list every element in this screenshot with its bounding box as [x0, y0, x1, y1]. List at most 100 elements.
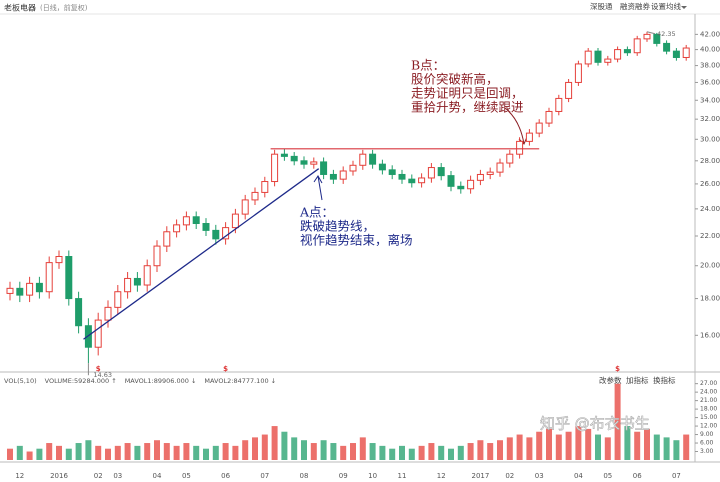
y-tick-label: 9.00: [700, 431, 714, 438]
volume-bar: [359, 437, 366, 460]
y-tick-label: 34.00: [700, 96, 720, 104]
candle-body: [16, 287, 24, 296]
volume-bar: [212, 445, 219, 460]
tool-button[interactable]: 融资融券: [620, 1, 650, 11]
volume-bar: [663, 437, 670, 460]
volume-bar: [154, 440, 160, 460]
volume-bar: [399, 445, 405, 460]
volume-bar: [291, 437, 298, 460]
y-tick-label: 32.00: [700, 115, 720, 123]
volume-bar: [281, 431, 288, 460]
volume-bar: [487, 443, 494, 460]
dividend-mark: $: [615, 365, 620, 373]
candle-body: [574, 63, 582, 83]
candle-body: [525, 132, 533, 142]
volume-bar: [193, 445, 200, 460]
candle-body: [388, 169, 396, 175]
candle-body: [378, 163, 386, 171]
tool-button[interactable]: 深股通: [590, 1, 613, 11]
candle-body: [437, 167, 445, 177]
volume-bar: [242, 440, 249, 460]
y-tick-label: 22.00: [700, 232, 720, 240]
x-tick-label: 04: [153, 472, 162, 480]
candle-body: [290, 155, 298, 162]
volume-bar: [114, 445, 121, 460]
y-tick-label: 21.00: [700, 397, 717, 404]
y-tick-label: 24.00: [700, 389, 717, 396]
candle-body: [320, 161, 328, 175]
volume-bar: [7, 448, 13, 460]
candle-body: [6, 287, 14, 294]
tool-button[interactable]: 改参数: [599, 375, 622, 385]
candle-body: [476, 173, 484, 181]
candle-body: [545, 110, 553, 124]
note-line: 视作趋势结束，离场: [300, 233, 413, 248]
volume-bar: [16, 445, 23, 460]
x-tick-label: 03: [113, 472, 122, 480]
volume-bar: [105, 448, 111, 460]
y-tick-label: 42.00: [700, 30, 720, 38]
volume-bar: [232, 445, 239, 460]
candle-body: [457, 185, 465, 190]
candle-body: [114, 291, 122, 308]
candle-body: [271, 153, 279, 183]
volume-bar: [350, 443, 356, 460]
volume-bar: [271, 426, 278, 460]
candle-body: [261, 181, 269, 193]
candle-body: [26, 282, 34, 296]
candle-body: [408, 178, 416, 184]
volume-bar: [389, 448, 396, 460]
candle-body: [124, 277, 132, 293]
x-tick-label: 02: [505, 472, 514, 480]
volume-bar: [467, 443, 474, 460]
candle-body: [604, 58, 612, 63]
volume-bar: [614, 383, 621, 460]
volume-bar: [428, 443, 435, 460]
candle-body: [418, 177, 426, 184]
x-tick-label: 06: [633, 472, 642, 480]
volume-legend: MAVOL1:89906.000 ↓: [125, 377, 197, 385]
candle-body: [663, 42, 671, 52]
volume-bar: [46, 443, 53, 460]
note-title: A点：: [299, 205, 334, 220]
candle-body: [65, 256, 73, 300]
tool-button[interactable]: 换指标: [653, 375, 676, 385]
volume-bar: [565, 431, 572, 460]
volume-bar: [301, 440, 307, 460]
y-tick-label: 16.00: [700, 331, 720, 339]
candle-body: [516, 140, 524, 155]
volume-bar: [252, 437, 258, 460]
y-tick-label: 36.00: [700, 78, 720, 86]
chart-mode: (日线，前复权): [40, 3, 88, 12]
y-tick-label: 12.00: [700, 423, 717, 430]
x-tick-label: 06: [221, 472, 230, 480]
candle-body: [614, 49, 622, 60]
y-tick-label: 15.00: [700, 414, 717, 421]
candle-body: [682, 47, 690, 58]
x-tick-label: 2016: [50, 472, 68, 480]
x-tick-label: 09: [339, 472, 348, 480]
x-tick-label: 12: [15, 472, 24, 480]
y-tick-label: 20.00: [700, 262, 720, 270]
candle-body: [202, 223, 210, 231]
candle-body: [212, 229, 220, 240]
candle-body: [623, 49, 631, 54]
x-tick-label: 05: [603, 472, 612, 480]
candle-body: [94, 319, 102, 348]
tool-button[interactable]: 设置均线: [651, 1, 681, 11]
volume-bar: [144, 443, 151, 460]
volume-bar: [379, 445, 386, 460]
stock-name: 老板电器: [4, 3, 36, 13]
tool-button[interactable]: 加指标: [626, 375, 649, 385]
y-tick-label: 27.00: [700, 380, 717, 387]
note-title: B点：: [411, 58, 445, 73]
volume-bar: [585, 428, 592, 460]
volume-bar: [683, 434, 690, 460]
x-tick-label: 11: [398, 472, 407, 480]
volume-bar: [124, 443, 131, 460]
volume-bar: [546, 428, 552, 460]
min-label: 14.63: [93, 371, 112, 379]
volume-bar: [555, 434, 562, 460]
